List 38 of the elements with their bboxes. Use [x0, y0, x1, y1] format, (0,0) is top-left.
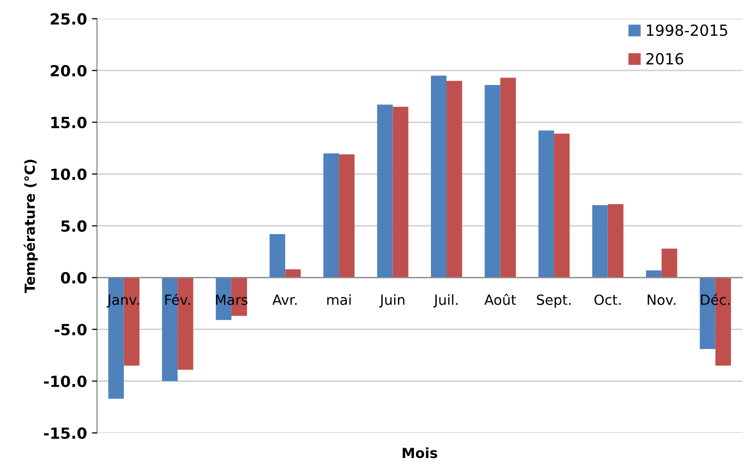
- legend-label: 1998-2015: [646, 24, 728, 36]
- y-tick-label: 20.0: [50, 64, 87, 77]
- legend-label: 2016: [646, 52, 684, 65]
- y-tick-label: 25.0: [50, 13, 87, 25]
- bar: [608, 204, 624, 278]
- bar: [338, 154, 355, 278]
- x-tick-label: Juin: [379, 294, 404, 308]
- x-axis-title: Mois: [402, 447, 438, 458]
- bar: [285, 269, 301, 278]
- x-tick-label: Sept.: [536, 294, 571, 308]
- y-tick-label: -10.0: [44, 376, 87, 388]
- x-tick-label: Juil.: [433, 294, 458, 308]
- bar: [392, 106, 408, 278]
- bar: [662, 248, 678, 278]
- x-tick-label: Janv.: [106, 294, 139, 308]
- y-axis-title: Température (°C): [24, 160, 38, 294]
- x-tick-label: mai: [327, 294, 351, 305]
- bar: [592, 205, 608, 278]
- bar: [270, 234, 286, 278]
- bar: [446, 80, 462, 278]
- bar: [554, 134, 570, 278]
- bar: [430, 76, 447, 278]
- y-tick-label: 5.0: [61, 220, 87, 232]
- y-tick-label: -5.0: [54, 324, 87, 336]
- y-tick-label: 0.0: [60, 272, 87, 284]
- bar: [323, 153, 339, 278]
- bar: [500, 78, 516, 278]
- bar: [538, 130, 554, 278]
- y-tick-label: 15.0: [51, 116, 87, 128]
- x-tick-label: Août: [484, 294, 516, 305]
- x-tick-label: Fév.: [165, 294, 190, 305]
- x-tick-label: Avr.: [272, 294, 297, 305]
- y-tick-label: 10.0: [51, 168, 87, 180]
- x-tick-label: Oct.: [594, 294, 621, 305]
- y-tick-label: -15.0: [44, 427, 87, 439]
- x-tick-label: Nov.: [648, 294, 676, 305]
- bar: [377, 104, 393, 278]
- bar: [484, 84, 500, 278]
